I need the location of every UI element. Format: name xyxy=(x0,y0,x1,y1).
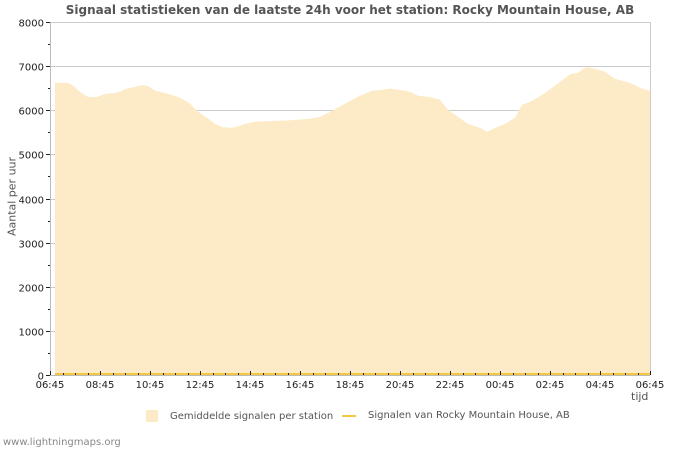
x-tick-label: 12:45 xyxy=(186,380,215,391)
legend-label: Gemiddelde signalen per station xyxy=(170,410,334,422)
y-tick-label: 1000 xyxy=(19,328,44,339)
x-axis-ticks: 06:45 08:45 10:45 12:45 14:45 16:45 18:45 20:45… xyxy=(36,371,665,391)
y-tick-label: 4000 xyxy=(19,196,44,207)
y-tick-label: 7000 xyxy=(19,63,44,74)
x-tick-label: 16:45 xyxy=(286,380,315,391)
x-tick-label: 22:45 xyxy=(436,380,465,391)
y-tick-label: 5000 xyxy=(19,151,44,162)
x-tick-label: 14:45 xyxy=(236,380,265,391)
y-tick-label: 8000 xyxy=(19,19,44,30)
y-tick-label: 0 xyxy=(38,372,44,383)
average-signals-area xyxy=(55,67,650,375)
y-axis-label: Aantal per uur xyxy=(5,156,19,237)
x-tick-label: 04:45 xyxy=(586,380,615,391)
legend-label: Signalen van Rocky Mountain House, AB xyxy=(368,410,570,421)
legend-swatch-line xyxy=(342,414,356,417)
x-tick-label: 20:45 xyxy=(386,380,415,391)
legend-swatch-area xyxy=(146,410,158,422)
legend-item-average: Gemiddelde signalen per station xyxy=(146,410,333,422)
footer-source-link[interactable]: www.lightningmaps.org xyxy=(3,437,121,448)
legend-item-station: Signalen van Rocky Mountain House, AB xyxy=(342,410,570,421)
chart-title: Signaal statistieken van de laatste 24h … xyxy=(65,3,635,17)
x-tick-label: 06:45 xyxy=(36,380,65,391)
y-tick-label: 6000 xyxy=(19,107,44,118)
x-tick-label: 08:45 xyxy=(86,380,115,391)
x-tick-label: 00:45 xyxy=(486,380,515,391)
x-tick-label: 18:45 xyxy=(336,380,365,391)
x-tick-label: 10:45 xyxy=(136,380,165,391)
y-tick-label: 3000 xyxy=(19,240,44,251)
y-tick-label: 2000 xyxy=(19,284,44,295)
x-axis-label: tijd xyxy=(631,390,649,403)
x-tick-label: 06:45 xyxy=(636,380,665,391)
y-axis-ticks: 0 1000 2000 3000 4000 5000 6000 7000 8000 xyxy=(19,19,50,383)
x-tick-label: 02:45 xyxy=(536,380,565,391)
